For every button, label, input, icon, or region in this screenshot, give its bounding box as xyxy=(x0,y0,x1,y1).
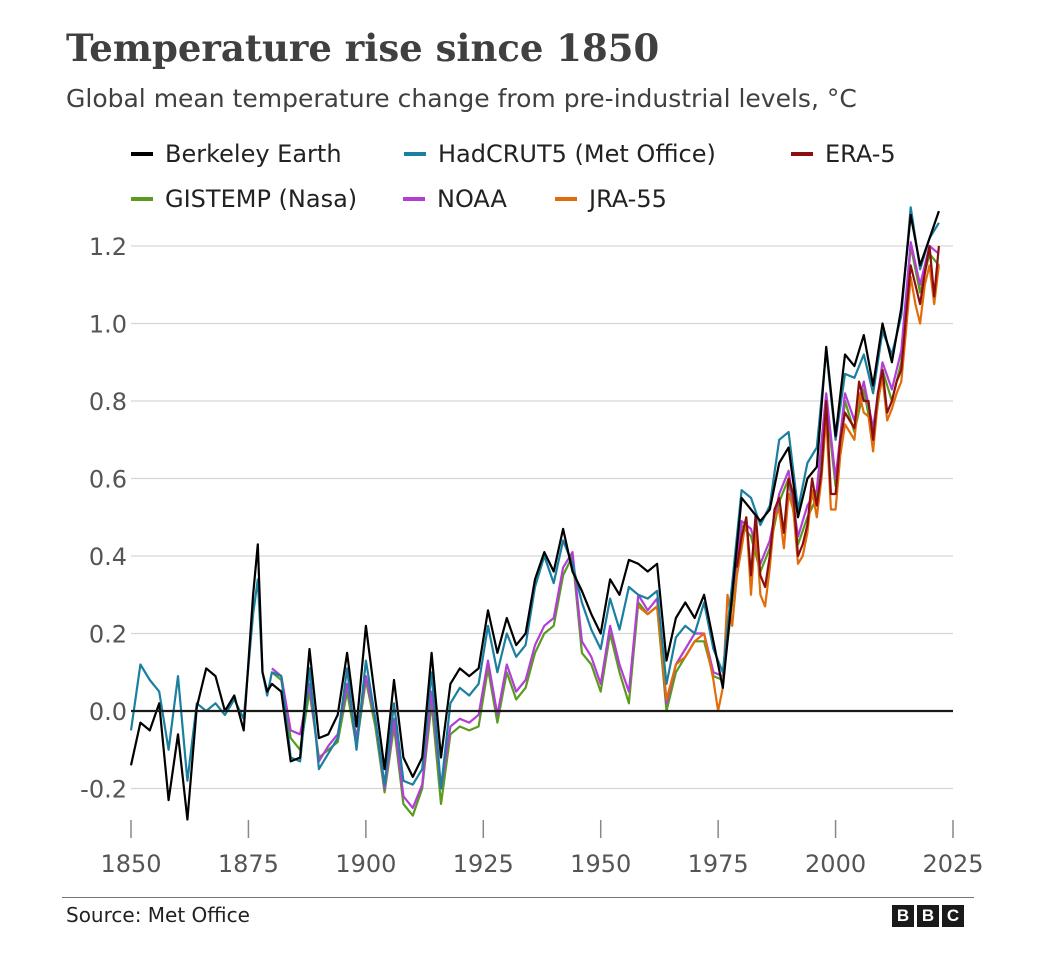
x-tick-label: 1975 xyxy=(688,850,749,878)
y-tick-label: 1.0 xyxy=(89,311,127,339)
legend-label-jra55: JRA-55 xyxy=(589,185,667,213)
footer-divider xyxy=(62,897,974,898)
legend-item-era5: ERA-5 xyxy=(791,140,896,168)
source-note: Source: Met Office xyxy=(66,903,250,927)
y-tick-label: 0.2 xyxy=(89,621,127,649)
legend-item-noaa: NOAA xyxy=(403,185,507,213)
x-tick-label: 2000 xyxy=(805,850,866,878)
legend-swatch-jra55 xyxy=(555,197,577,201)
bbc-logo-block-1: B xyxy=(892,905,914,927)
legend-item-hadcrut5: HadCRUT5 (Met Office) xyxy=(404,140,716,168)
y-tick-label: 0.8 xyxy=(89,388,127,416)
y-tick-label: 0.0 xyxy=(89,698,127,726)
x-tick-label: 1900 xyxy=(335,850,396,878)
legend-swatch-era5 xyxy=(791,152,813,156)
x-tick-label: 1925 xyxy=(453,850,514,878)
series-line-era-5 xyxy=(735,244,940,589)
legend-item-berkeley-earth: Berkeley Earth xyxy=(131,140,342,168)
legend-label-berkeley-earth: Berkeley Earth xyxy=(165,140,342,168)
y-tick-label: 0.4 xyxy=(89,543,127,571)
legend-swatch-noaa xyxy=(403,197,425,201)
legend-label-hadcrut5: HadCRUT5 (Met Office) xyxy=(438,140,716,168)
legend-swatch-berkeley-earth xyxy=(131,152,153,156)
bbc-logo-block-2: B xyxy=(917,905,939,927)
legend-item-jra55: JRA-55 xyxy=(555,185,667,213)
legend-label-era5: ERA-5 xyxy=(825,140,896,168)
bbc-logo-block-3: C xyxy=(942,905,964,927)
x-tick-label: 1875 xyxy=(218,850,279,878)
series-line-jra-55 xyxy=(637,264,940,713)
x-tick-label: 1850 xyxy=(100,850,161,878)
y-tick-label: -0.2 xyxy=(80,776,127,804)
x-tick-label: 2025 xyxy=(922,850,983,878)
chart-subtitle: Global mean temperature change from pre-… xyxy=(66,84,857,113)
legend-item-gistemp: GISTEMP (Nasa) xyxy=(131,185,357,213)
legend-label-noaa: NOAA xyxy=(437,185,507,213)
y-tick-label: 1.2 xyxy=(89,233,127,261)
legend-swatch-hadcrut5 xyxy=(404,152,426,156)
series-line-gistemp-nasa xyxy=(271,244,940,817)
legend-swatch-gistemp xyxy=(131,197,153,201)
series-line-berkeley-earth xyxy=(129,210,940,821)
bbc-logo: B B C xyxy=(892,905,964,927)
x-tick-label: 1950 xyxy=(570,850,631,878)
y-tick-label: 0.6 xyxy=(89,466,127,494)
legend-label-gistemp: GISTEMP (Nasa) xyxy=(165,185,358,213)
temperature-chart: -0.2 0.0 0.2 0.4 0.6 0.8 1.0 1.2 1850 1875 1900 192… xyxy=(80,206,984,878)
chart-title: Temperature rise since 1850 xyxy=(66,26,660,70)
series-line-noaa xyxy=(271,241,940,810)
